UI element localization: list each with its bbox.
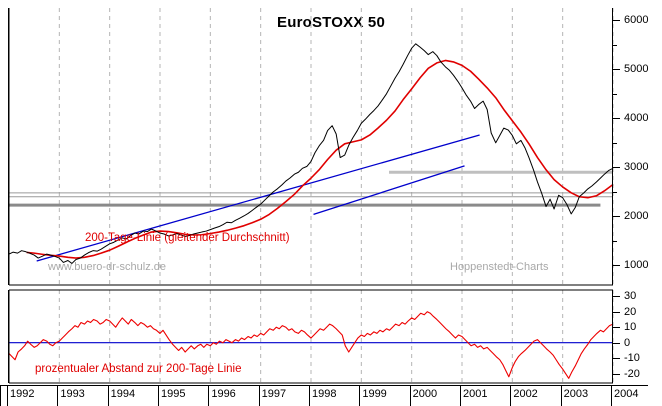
x-axis-separator [309, 385, 310, 406]
x-tick-label-1993: 1993 [60, 388, 85, 400]
x-axis-separator [107, 385, 109, 406]
x-axis-separator [7, 385, 8, 406]
x-axis-separator [460, 385, 461, 406]
trendline-secondary-uptrend-1998-2000 [313, 165, 465, 216]
x-tick-label-1995: 1995 [161, 388, 186, 400]
oscillator-chart-panel [8, 289, 614, 384]
minor-tick [612, 44, 617, 46]
x-axis-separator [258, 385, 260, 406]
major-tick [612, 342, 620, 344]
x-tick-label-2004: 2004 [614, 388, 639, 400]
x-tick-label-1992: 1992 [10, 388, 35, 400]
trendline-primary-uptrend-1992-2001 [36, 134, 480, 262]
axis-spine [612, 290, 613, 383]
series-oscillator [8, 311, 614, 379]
major-tick [612, 167, 620, 169]
y-tick-label: 0 [624, 336, 631, 349]
x-axis-left-border [0, 385, 1, 406]
x-axis-separator [158, 385, 159, 406]
y-tick-label: 2000 [624, 210, 649, 223]
major-tick [612, 358, 620, 360]
minor-tick [612, 142, 617, 144]
y-tick-label: 3000 [624, 161, 649, 174]
minor-tick [612, 240, 617, 242]
x-axis-labels: 1992 1993 1994 1995 1996 1997 1998 1999 2000 2001… [0, 385, 662, 406]
minor-tick [612, 191, 617, 193]
x-tick-label-2000: 2000 [412, 388, 438, 400]
x-axis-separator [560, 385, 562, 406]
y-tick-label: 10 [624, 321, 637, 334]
major-tick [612, 69, 620, 71]
x-axis-separator [208, 385, 210, 406]
x-axis-separator [510, 385, 512, 406]
y-tick-label: 6000 [624, 14, 649, 27]
x-tick-label-2001: 2001 [463, 388, 488, 400]
y-tick-label: 1000 [624, 259, 649, 272]
minor-tick [612, 93, 617, 95]
watermark-source: Hoppenstedt-Charts [450, 261, 549, 273]
x-tick-label-2002: 2002 [513, 388, 538, 400]
major-tick [612, 20, 620, 22]
oscillator-legend-label: prozentualer Abstand zur 200-Tage Linie [35, 363, 242, 375]
price-chart-panel [8, 8, 614, 286]
axis-spine [612, 8, 613, 285]
major-tick [612, 373, 620, 375]
major-tick [612, 311, 620, 313]
major-tick [612, 327, 620, 329]
y-tick-label: 5000 [624, 63, 649, 76]
x-tick-label-1997: 1997 [261, 388, 287, 400]
major-tick [612, 118, 620, 120]
y-tick-label: -10 [624, 352, 640, 365]
series-price [8, 43, 614, 264]
x-tick-label-1994: 1994 [110, 388, 136, 400]
x-tick-label-1999: 1999 [362, 388, 387, 400]
x-axis-separator [611, 385, 612, 406]
x-tick-label-1998: 1998 [312, 388, 337, 400]
price-plot-area [8, 8, 614, 286]
y-tick-label: 4000 [624, 112, 649, 125]
watermark-website: www.buero-dr-schulz.de [48, 261, 166, 273]
major-tick [612, 216, 620, 218]
x-axis-separator [57, 385, 59, 406]
major-tick [612, 265, 620, 267]
major-tick [612, 296, 620, 298]
series-moving-average [26, 59, 614, 259]
y-tick-label: 30 [624, 290, 637, 303]
x-axis-separator [409, 385, 411, 406]
moving-average-legend-label: 200-Tage-Linie (gleitender Durchschnitt) [85, 232, 290, 244]
x-axis-top-rule [0, 385, 648, 386]
y-tick-label: -20 [624, 367, 640, 380]
y-tick-label: 20 [624, 305, 637, 318]
x-tick-label-1996: 1996 [211, 388, 236, 400]
page-title: EuroSTOXX 50 [277, 14, 385, 31]
x-axis-separator [359, 385, 361, 406]
x-tick-label-2003: 2003 [563, 388, 589, 400]
oscillator-plot-area [8, 289, 614, 384]
